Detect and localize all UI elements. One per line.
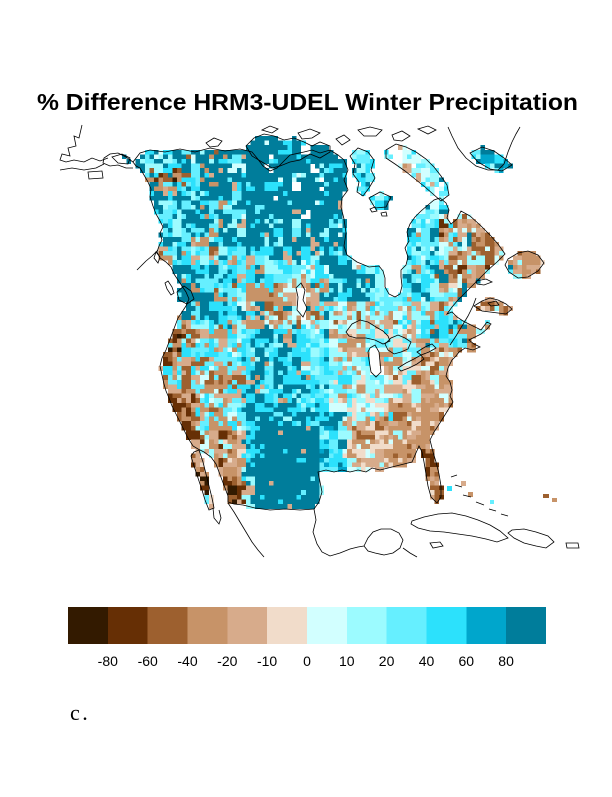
svg-text:20: 20: [379, 653, 395, 669]
svg-text:-80: -80: [98, 653, 118, 669]
svg-text:-40: -40: [177, 653, 197, 669]
svg-text:% Difference HRM3-UDEL Winter: % Difference HRM3-UDEL Winter Precipitat…: [37, 89, 578, 115]
svg-text:-10: -10: [257, 653, 277, 669]
svg-text:40: 40: [419, 653, 435, 669]
svg-text:-20: -20: [217, 653, 237, 669]
svg-text:60: 60: [459, 653, 475, 669]
svg-text:-60: -60: [138, 653, 158, 669]
svg-text:0: 0: [303, 653, 311, 669]
svg-text:10: 10: [339, 653, 355, 669]
svg-text:c.: c.: [70, 700, 90, 725]
svg-text:80: 80: [498, 653, 514, 669]
